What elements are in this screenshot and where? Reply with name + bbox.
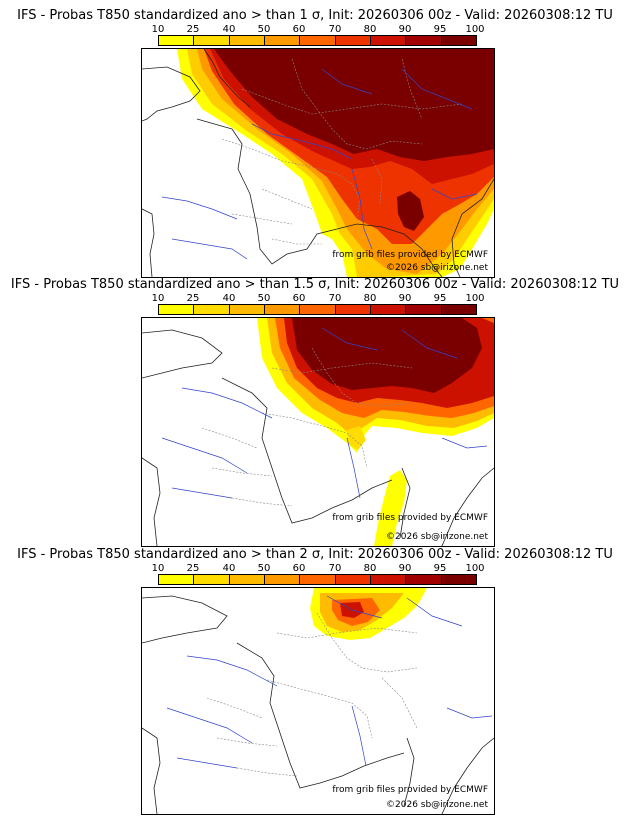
prob-95-area: [214, 49, 494, 161]
colorbar-swatch: [370, 575, 407, 584]
colorbar-swatch: [300, 305, 336, 314]
colorbar-swatch: [300, 36, 336, 45]
rivers: [161, 68, 478, 260]
colorbar-swatch: [229, 305, 265, 314]
colorbar-swatch: [264, 575, 301, 584]
colorbar-tick-label: 95: [433, 563, 447, 574]
data-source-credit: from grib files provided by ECMWF: [332, 250, 488, 260]
colorbar-tick-label: 95: [433, 293, 447, 304]
colorbar-tick-label: 10: [151, 293, 165, 304]
colorbar: [158, 304, 477, 315]
colorbar-swatch: [441, 36, 476, 45]
colorbar-labels: 10 25 40 50 60 70 80 90 95 100: [152, 293, 485, 304]
prob-25-area: [347, 426, 366, 450]
panel-title: IFS - Probas T850 standardized ano > tha…: [17, 547, 613, 562]
colorbar-swatch: [159, 305, 195, 314]
colorbar-swatch: [264, 36, 301, 45]
colorbar-tick-label: 80: [363, 24, 377, 35]
colorbar-tick-label: 70: [328, 293, 342, 304]
colorbar-tick-label: 95: [433, 24, 447, 35]
colorbar-tick-label: 100: [465, 24, 485, 35]
colorbar-tick-label: 60: [292, 24, 306, 35]
data-source-credit: from grib files provided by ECMWF: [332, 513, 488, 523]
country-borders: [221, 58, 463, 245]
probability-map: from grib files provided by ECMWF ©2026 …: [141, 48, 495, 278]
colorbar-tick-label: 90: [398, 563, 412, 574]
colorbar-labels: 10 25 40 50 60 70 80 90 95 100: [152, 24, 485, 35]
panel-title: IFS - Probas T850 standardized ano > tha…: [10, 277, 620, 292]
colorbar-swatch: [370, 305, 407, 314]
colorbar-tick-label: 90: [398, 293, 412, 304]
colorbar-tick-label: 25: [186, 293, 200, 304]
rivers: [166, 595, 493, 769]
probability-map: from grib files provided by ECMWF ©2026 …: [141, 317, 495, 547]
panel-title: IFS - Probas T850 standardized ano > tha…: [17, 8, 613, 23]
colorbar-swatch: [300, 575, 336, 584]
colorbar-labels: 10 25 40 50 60 70 80 90 95 100: [152, 563, 485, 574]
colorbar-tick-label: 100: [465, 293, 485, 304]
rivers: [161, 327, 488, 499]
colorbar-tick-label: 50: [257, 24, 271, 35]
probability-map: from grib files provided by ECMWF ©2026 …: [141, 587, 495, 815]
colorbar-swatch: [335, 305, 371, 314]
colorbar-swatch: [406, 305, 442, 314]
copyright-credit: ©2026 sb@irizone.net: [386, 800, 488, 810]
country-borders: [201, 347, 413, 507]
colorbar-tick-label: 40: [222, 293, 236, 304]
colorbar-tick-label: 60: [292, 293, 306, 304]
colorbar-tick-label: 60: [292, 563, 306, 574]
coastline: [142, 329, 494, 546]
colorbar-tick-label: 70: [328, 563, 342, 574]
colorbar-tick-label: 10: [151, 24, 165, 35]
map-canvas: [142, 49, 494, 277]
prob-10-area: [374, 470, 407, 546]
colorbar-swatch: [406, 36, 442, 45]
colorbar-swatch: [406, 575, 442, 584]
map-panel-3: IFS - Probas T850 standardized ano > tha…: [0, 547, 630, 822]
colorbar-swatch: [229, 575, 265, 584]
colorbar-swatch: [441, 575, 476, 584]
colorbar-tick-label: 100: [465, 563, 485, 574]
colorbar-swatch: [370, 36, 407, 45]
colorbar-tick-label: 50: [257, 293, 271, 304]
colorbar-tick-label: 25: [186, 24, 200, 35]
colorbar: [158, 35, 477, 46]
colorbar-tick-label: 80: [363, 293, 377, 304]
prob-95-area: [397, 191, 424, 231]
colorbar-swatch: [159, 575, 195, 584]
colorbar-tick-label: 90: [398, 24, 412, 35]
copyright-credit: ©2026 sb@irizone.net: [386, 263, 488, 273]
colorbar-swatch: [159, 36, 195, 45]
colorbar-tick-label: 80: [363, 563, 377, 574]
colorbar-swatch: [229, 36, 265, 45]
colorbar: [158, 574, 477, 585]
map-panel-2: IFS - Probas T850 standardized ano > tha…: [0, 277, 630, 547]
colorbar-tick-label: 40: [222, 563, 236, 574]
prob-95-area: [292, 318, 482, 393]
map-canvas: [142, 588, 494, 814]
colorbar-tick-label: 25: [186, 563, 200, 574]
map-canvas: [142, 318, 494, 546]
colorbar-swatch: [335, 36, 371, 45]
copyright-credit: ©2026 sb@irizone.net: [386, 532, 488, 542]
colorbar-swatch: [194, 36, 230, 45]
colorbar-swatch: [194, 305, 230, 314]
coastline: [142, 595, 494, 814]
data-source-credit: from grib files provided by ECMWF: [332, 785, 488, 795]
colorbar-tick-label: 10: [151, 563, 165, 574]
colorbar-swatch: [335, 575, 371, 584]
colorbar-tick-label: 40: [222, 24, 236, 35]
colorbar-tick-label: 50: [257, 563, 271, 574]
colorbar-swatch: [441, 305, 476, 314]
map-panel-1: IFS - Probas T850 standardized ano > tha…: [0, 8, 630, 278]
colorbar-swatch: [264, 305, 301, 314]
country-borders: [206, 612, 418, 777]
coastline: [142, 49, 494, 277]
colorbar-swatch: [194, 575, 230, 584]
colorbar-tick-label: 70: [328, 24, 342, 35]
